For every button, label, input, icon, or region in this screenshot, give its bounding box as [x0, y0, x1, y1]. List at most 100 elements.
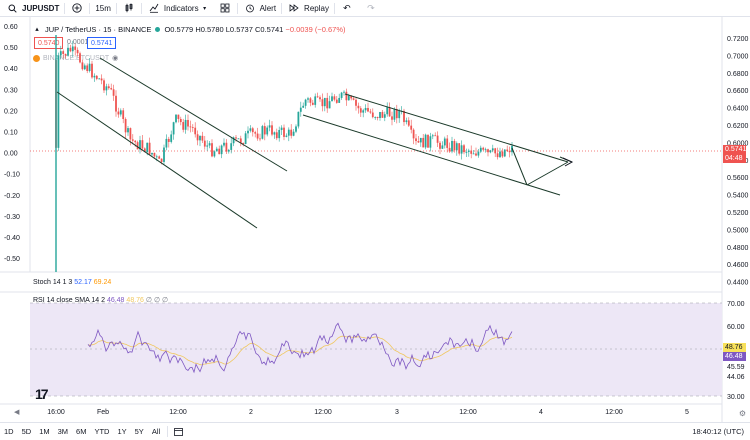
candle-body: [323, 97, 326, 107]
candle-body: [355, 99, 357, 106]
tradingview-logo: 17: [35, 386, 49, 402]
candle-body: [443, 138, 446, 146]
compare-button[interactable]: [65, 0, 89, 16]
candle-body: [311, 102, 314, 105]
interval-button[interactable]: 15m: [90, 0, 116, 16]
candle-body: [259, 138, 261, 140]
eye-icon[interactable]: ◉: [112, 55, 119, 62]
candle-body: [199, 135, 201, 141]
candle-body: [86, 65, 89, 72]
candle-body: [227, 149, 230, 152]
chevron-icon[interactable]: ▴: [35, 26, 39, 33]
left-tick-label: -0.10: [4, 172, 20, 179]
candle-body: [436, 135, 439, 143]
toolbar-divider: [167, 426, 169, 437]
calendar-icon[interactable]: [171, 425, 185, 439]
candle-body: [431, 135, 434, 137]
search-icon: [5, 1, 19, 15]
rsi-tick-label: 44.06: [727, 374, 745, 381]
rsi-legend: RSI 14 close SMA 14 2 46.48 48.76 ∅ ∅ ∅: [33, 296, 168, 304]
candle-body: [160, 158, 163, 162]
range-3m[interactable]: 3M: [57, 427, 69, 436]
price-tick-label: 0.4400: [727, 280, 749, 287]
candle-body: [460, 145, 463, 154]
candle-body: [499, 151, 501, 158]
last-price-tag: 0.5741 04:48: [723, 145, 746, 163]
symbol-label: JUPUSDT: [22, 3, 60, 13]
sell-button[interactable]: 0.5740: [34, 37, 64, 49]
candle-body: [215, 148, 218, 152]
gear-icon[interactable]: ⚙: [738, 409, 746, 418]
range-1m[interactable]: 1M: [39, 427, 50, 436]
alert-button[interactable]: Alert: [238, 0, 281, 16]
replay-button[interactable]: Replay: [282, 0, 334, 16]
candle-body: [175, 114, 177, 123]
candle-body: [163, 147, 165, 162]
candle-body: [290, 129, 293, 136]
toolbar-divider: [236, 2, 238, 14]
range-1y[interactable]: 1Y: [117, 427, 127, 436]
toolbar-divider: [64, 2, 66, 14]
close-value: C0.5741: [254, 24, 284, 34]
rsi-tick-label: 60.00: [727, 324, 745, 331]
bar-countdown: 04:48: [725, 155, 743, 162]
stoch-legend: Stoch 14 1 3 52.17 69.24: [33, 279, 111, 286]
symbol-search[interactable]: JUPUSDT: [0, 0, 64, 16]
candle-body: [271, 125, 273, 135]
price-tick-label: 0.5200: [727, 210, 749, 217]
candle-body: [182, 122, 185, 130]
candle-body: [491, 148, 494, 151]
range-5y[interactable]: 5Y: [134, 427, 144, 436]
candle-body: [352, 98, 355, 100]
left-tick-label: 0.60: [4, 24, 18, 31]
candle-body: [103, 80, 105, 91]
candle-body: [134, 140, 137, 143]
scroll-left-icon[interactable]: ◀: [14, 409, 20, 416]
candle-body: [338, 97, 341, 103]
left-tick-label: 0.10: [4, 130, 18, 137]
candles-icon: [122, 1, 136, 15]
candle-body: [335, 99, 338, 103]
templates-button[interactable]: [213, 0, 237, 16]
range-6m[interactable]: 6M: [76, 427, 87, 436]
candle-body: [379, 111, 381, 118]
buy-button[interactable]: 0.5741: [87, 37, 117, 49]
range-ytd[interactable]: YTD: [94, 427, 110, 436]
candle-body: [213, 151, 216, 157]
candle-body: [93, 75, 96, 78]
range-1d[interactable]: 1D: [4, 427, 14, 436]
rsi-ma-tag: 48.76: [723, 343, 746, 352]
indicators-button[interactable]: Indicators ▾: [142, 0, 213, 16]
redo-button[interactable]: ↷: [359, 0, 383, 16]
time-tick-label: Feb: [97, 409, 109, 416]
candle-body: [129, 128, 132, 140]
range-all[interactable]: All: [151, 427, 161, 436]
range-5d[interactable]: 5D: [21, 427, 32, 436]
candle-body: [297, 111, 300, 127]
candle-body: [307, 98, 309, 100]
candle-body: [295, 126, 297, 132]
chart-type-button[interactable]: [117, 0, 141, 16]
undo-button[interactable]: ↶: [335, 0, 359, 16]
candle-body: [230, 143, 233, 150]
utc-clock[interactable]: 18:40:12 (UTC): [692, 427, 744, 436]
candle-body: [292, 131, 295, 136]
time-tick-label: 4: [539, 409, 543, 416]
candle-body: [95, 75, 98, 79]
candle-body: [151, 152, 153, 155]
candle-body: [218, 148, 221, 155]
candle-body: [211, 143, 213, 157]
candle-body: [470, 150, 473, 154]
redo-icon: ↷: [367, 2, 375, 13]
candle-body: [439, 142, 441, 149]
candle-body: [400, 110, 403, 112]
candle-body: [127, 128, 129, 133]
price-tick-label: 0.4800: [727, 245, 749, 252]
candle-body: [206, 145, 209, 147]
candle-body: [331, 96, 333, 102]
candle-body: [251, 128, 254, 133]
rsi-value: 46.48: [106, 297, 125, 304]
time-tick-label: 12:00: [169, 409, 187, 416]
